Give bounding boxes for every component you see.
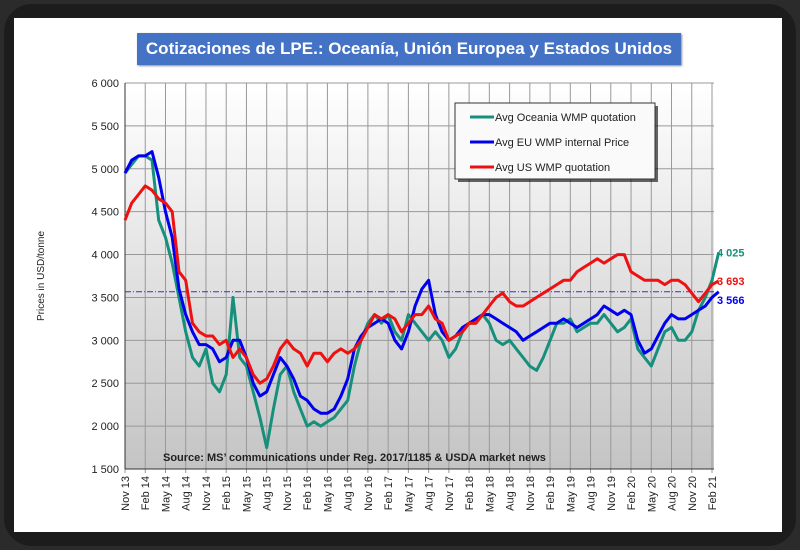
series-line [123, 184, 720, 385]
legend-label: Avg US WMP quotation [495, 162, 610, 174]
x-tick-label: Nov 20 [687, 476, 699, 511]
legend-label: Avg Oceania WMP quotation [495, 112, 636, 124]
x-tick-label: Aug 17 [424, 476, 436, 511]
series-end-label: 3 693 [717, 276, 745, 288]
y-tick-label: 6 000 [91, 78, 119, 90]
x-tick-label: May 14 [160, 476, 172, 512]
x-tick-label: May 18 [484, 476, 496, 512]
source-annotation: Source: MS’ communications under Reg. 20… [163, 452, 546, 464]
x-tick-label: Aug 15 [262, 476, 274, 511]
y-tick-label: 1 500 [91, 464, 119, 476]
x-tick-label: Aug 19 [586, 476, 598, 511]
y-tick-label: 4 500 [91, 207, 119, 219]
chart-title: Cotizaciones de LPE.: Oceanía, Unión Eur… [137, 33, 681, 65]
x-tick-label: Feb 16 [302, 476, 314, 510]
x-tick-label: Nov 17 [444, 476, 456, 511]
x-tick-label: Aug 20 [667, 476, 679, 511]
x-tick-label: Nov 13 [120, 476, 132, 511]
x-tick-label: Nov 19 [606, 476, 618, 511]
x-tick-label: Aug 16 [343, 476, 355, 511]
x-tick-label: Feb 19 [545, 476, 557, 510]
y-tick-label: 2 000 [91, 421, 119, 433]
series-end-label: 3 566 [717, 295, 745, 307]
x-tick-label: Aug 14 [181, 476, 193, 511]
x-tick-label: May 16 [322, 476, 334, 512]
x-tick-label: Nov 15 [282, 476, 294, 511]
y-tick-label: 5 000 [91, 164, 119, 176]
x-tick-label: Feb 21 [707, 476, 719, 510]
x-tick-label: May 20 [646, 476, 658, 512]
x-tick-label: Nov 16 [363, 476, 375, 511]
y-tick-label: 2 500 [91, 378, 119, 390]
legend-label: Avg EU WMP internal Price [495, 137, 629, 149]
x-tick-label: May 19 [565, 476, 577, 512]
y-tick-label: 4 000 [91, 250, 119, 262]
series-line [123, 150, 720, 415]
x-tick-label: Feb 17 [383, 476, 395, 510]
x-tick-label: Aug 18 [505, 476, 517, 511]
y-axis-label: Prices in USD/tonne [36, 231, 47, 321]
x-tick-label: Feb 18 [464, 476, 476, 510]
y-tick-label: 3 500 [91, 292, 119, 304]
x-tick-label: May 17 [403, 476, 415, 512]
y-tick-label: 3 000 [91, 335, 119, 347]
x-tick-label: Nov 18 [525, 476, 537, 511]
x-tick-label: Nov 14 [201, 476, 213, 511]
series-line [123, 154, 721, 450]
x-tick-label: Feb 14 [140, 476, 152, 510]
x-tick-label: May 15 [241, 476, 253, 512]
y-tick-label: 5 500 [91, 121, 119, 133]
x-tick-label: Feb 20 [626, 476, 638, 510]
x-tick-label: Feb 15 [221, 476, 233, 510]
series-end-label: 4 025 [717, 247, 745, 259]
legend: Avg Oceania WMP quotation Avg EU WMP inte… [454, 102, 658, 182]
